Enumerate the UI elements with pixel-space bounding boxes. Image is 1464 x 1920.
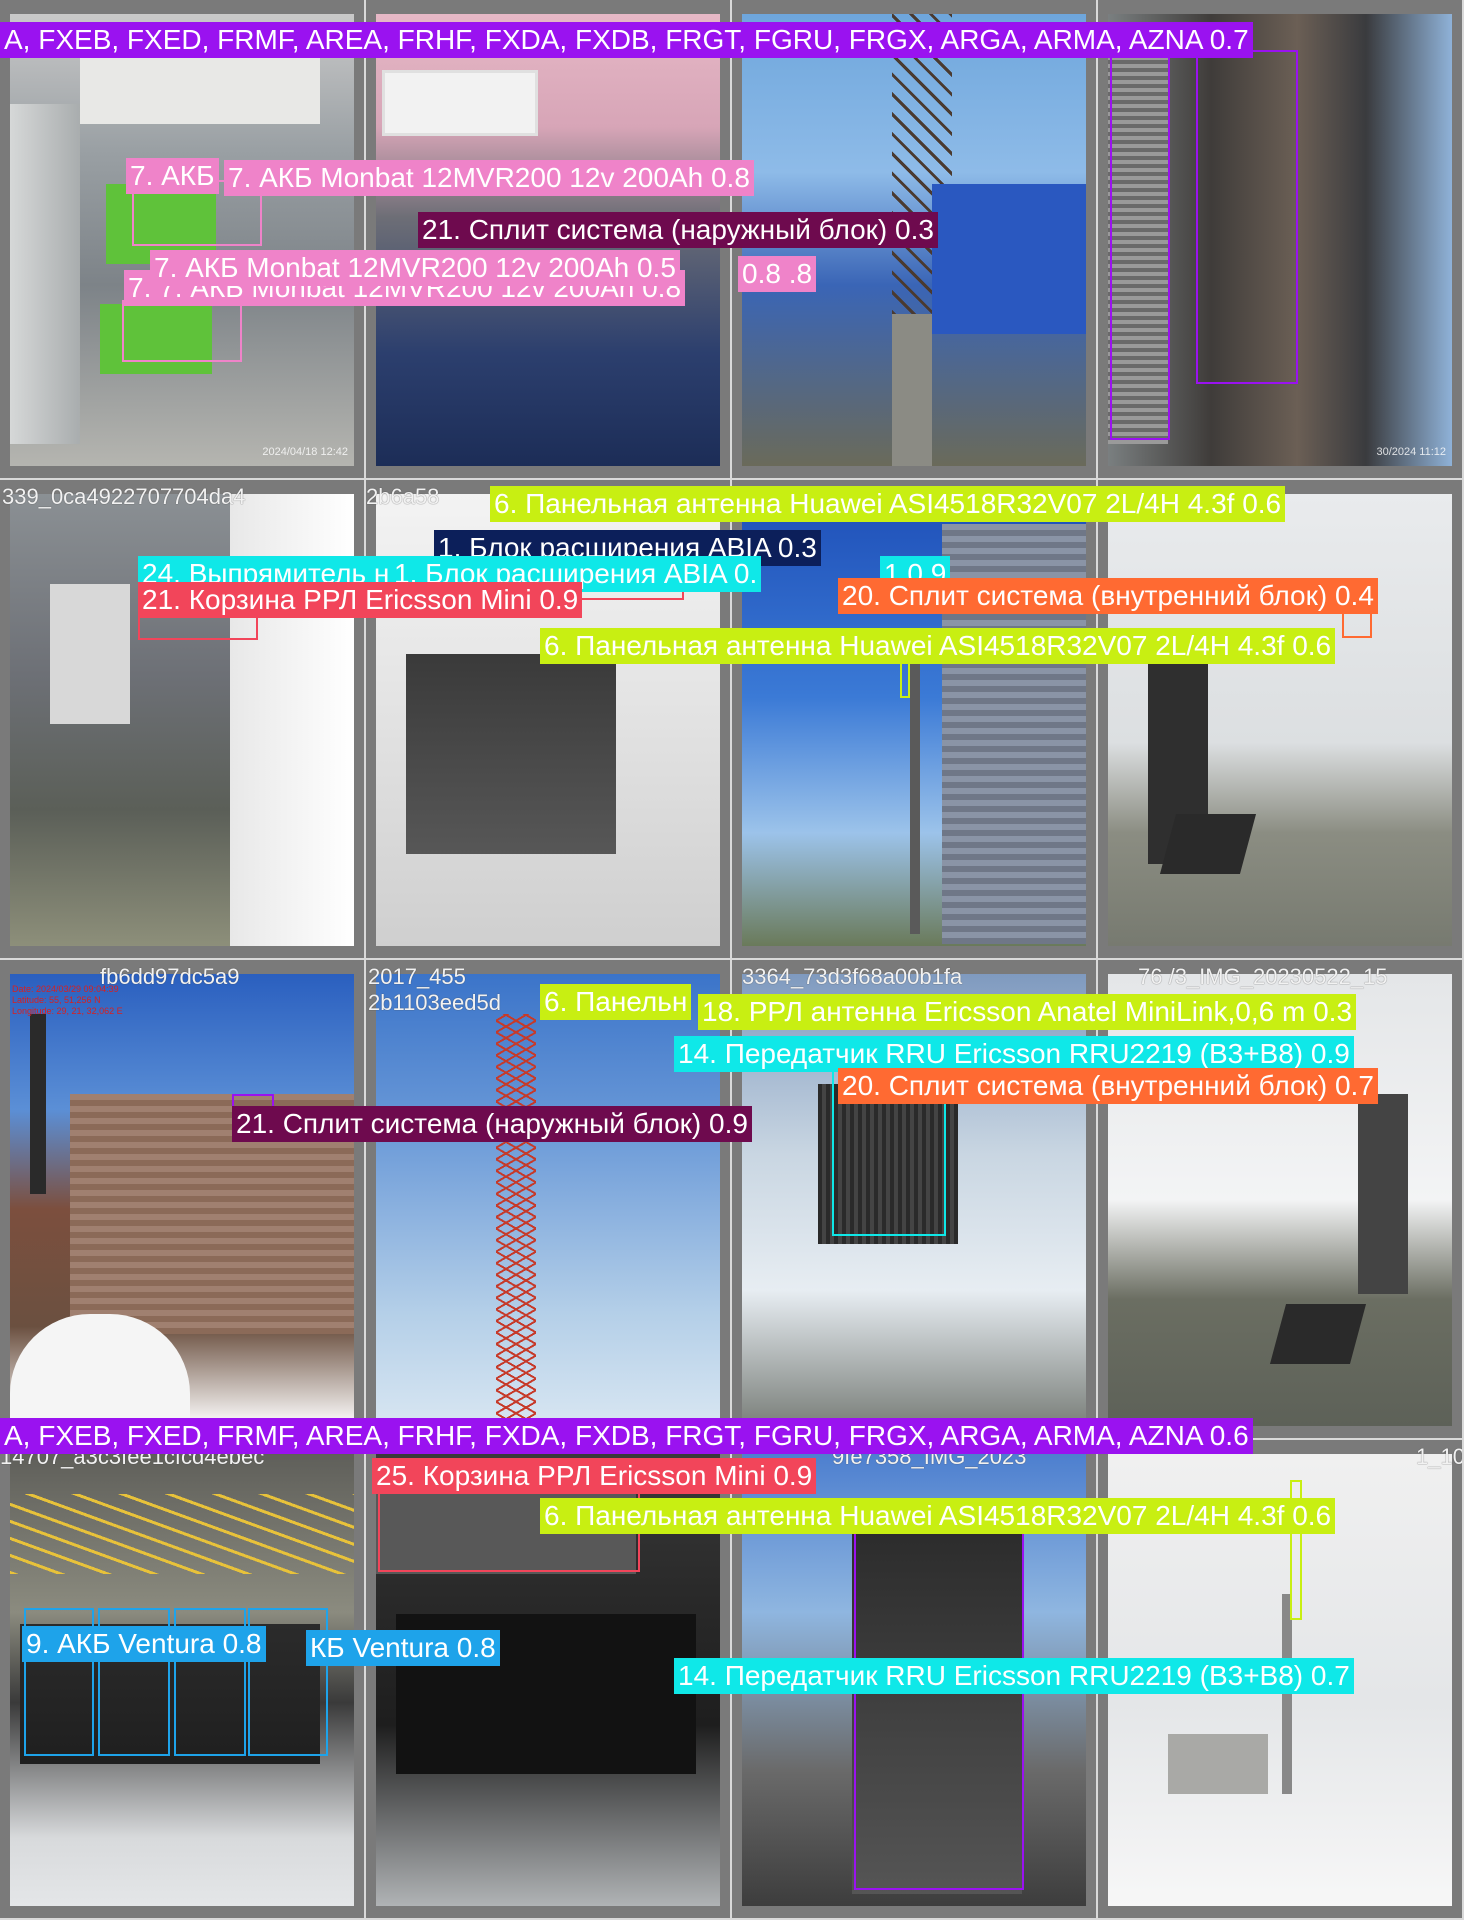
- detection-box: [854, 1500, 1024, 1890]
- antenna-pole: [1282, 1594, 1292, 1794]
- detection-label: 0.8 .8: [738, 256, 817, 292]
- detection-label: 6. Панельная антенна Huawei ASI4518R32V0…: [540, 1498, 1336, 1534]
- detection-box: [1290, 1480, 1302, 1620]
- container-unit: [1168, 1734, 1268, 1794]
- timestamp-stamp: 2024/04/18 12:42: [262, 446, 348, 458]
- battery-row-bottom: [100, 304, 212, 374]
- cell-r3c3: 3364_73d3f68a00b1fa: [732, 960, 1098, 1440]
- detection-label: 21. Корзина РРЛ Ericsson Mini 0.9: [138, 582, 583, 618]
- detection-label: 7. АКБ: [126, 158, 219, 194]
- gps-date: Date: 2024/03/29 09:04:39: [12, 984, 119, 994]
- detection-label: 20. Сплит система (внутренний блок) 0.4: [838, 578, 1378, 614]
- detection-box: [1196, 50, 1298, 384]
- timestamp-stamp: 30/2024 11:12: [1376, 446, 1446, 458]
- detection-box: [1110, 56, 1170, 440]
- gps-longitude: Longitude: 29, 21, 32,062 E: [12, 1006, 123, 1016]
- detection-label: 25. Корзина РРЛ Ericsson Mini 0.9: [372, 1458, 817, 1494]
- file-name: 2b1103eed5d: [368, 990, 501, 1015]
- detection-label: 20. Сплит система (внутренний блок) 0.7: [838, 1068, 1378, 1104]
- detection-label: 14. Передатчик RRU Ericsson RRU2219 (B3+…: [674, 1658, 1354, 1694]
- cell-r2c1: 339_0ca4922707704da4: [0, 480, 366, 960]
- detection-label: A, FXEB, FXED, FRMF, AREA, FRHF, FXDA, F…: [0, 1418, 1253, 1454]
- rru-box: [818, 1084, 958, 1244]
- cell-r3c4: 76 /3_IMG_20230522_15: [1098, 960, 1464, 1440]
- detection-box: [24, 1608, 94, 1756]
- detection-label: 14. Передатчик RRU Ericsson RRU2219 (B3+…: [674, 1036, 1354, 1072]
- car-hood: [10, 1314, 190, 1426]
- mast-equipment: [852, 1514, 1022, 1894]
- file-name: 76 /3_IMG_20230522_15: [1138, 964, 1388, 989]
- detection-label: 6. Панельная антенна Huawei ASI4518R32V0…: [540, 628, 1336, 664]
- photo-batteries-ventura: [10, 1454, 354, 1906]
- cabinet-door: [10, 104, 80, 444]
- detection-label: 21. Сплит система (наружный блок) 0.3: [418, 212, 938, 248]
- cable-tangle: [10, 1494, 354, 1574]
- detection-label: 6. Панельн: [540, 984, 692, 1020]
- lattice-tower: [496, 1014, 536, 1426]
- file-name: 1_10: [1416, 1444, 1464, 1469]
- photo-lattice-tower: [376, 974, 720, 1426]
- detection-box: [900, 658, 910, 698]
- photo-brick-building: [10, 974, 354, 1426]
- detection-label: A, FXEB, FXED, FRMF, AREA, FRHF, FXDA, F…: [0, 22, 1253, 58]
- cell-r3c2: 2017_455 2b1103eed5d: [366, 960, 732, 1440]
- detection-label: 18. РРЛ антенна Ericsson Anatel MiniLink…: [698, 994, 1357, 1030]
- rru-unit: [1108, 54, 1168, 444]
- cell-r1c1: 2024/04/18 12:42: [0, 0, 366, 480]
- gps-overlay: Date: 2024/03/29 09:04:39 Latitude: 55, …: [12, 984, 123, 1017]
- gps-latitude: Latitude: 55, 51,256 N: [12, 995, 101, 1005]
- roof-window: [382, 70, 538, 136]
- cell-r1c4: 30/2024 11:12: [1098, 0, 1464, 480]
- cell-r3c1: Date: 2024/03/29 09:04:39 Latitude: 55, …: [0, 960, 366, 1440]
- detection-label: 21. Сплит система (наружный блок) 0.9: [232, 1106, 752, 1142]
- equipment-stack: [406, 654, 616, 854]
- detection-label: 7. АКБ Monbat 12MVR200 12v 200Ah 0.8: [224, 160, 754, 196]
- breaker-panel: [50, 584, 130, 724]
- file-name: 339_0ca4922707704da4: [2, 484, 246, 509]
- detection-box: [122, 300, 242, 362]
- cell-r4c1: 14707_a3c3fee1cfcd4ebec: [0, 1440, 366, 1920]
- detection-box: [98, 1608, 170, 1756]
- detection-label: 7. АКБ Monbat 12MVR200 12v 200Ah 0.5: [150, 250, 680, 286]
- antenna-mast: [910, 644, 920, 934]
- detection-label: КБ Ventura 0.8: [306, 1630, 500, 1666]
- detection-box: [174, 1608, 246, 1756]
- chimney: [30, 1014, 46, 1194]
- floor-mat: [1159, 814, 1257, 874]
- cell-r2c4: [1098, 480, 1464, 960]
- detection-label: 6. Панельная антенна Huawei ASI4518R32V0…: [490, 486, 1286, 522]
- rack-cabinet: [1358, 1094, 1408, 1294]
- file-name: fb6dd97dc5a9: [100, 964, 240, 989]
- file-name: 3364_73d3f68a00b1fa: [742, 964, 963, 989]
- container-wall: [932, 184, 1086, 334]
- tower-post: [892, 314, 932, 466]
- photo-rack-batteries: [376, 1454, 720, 1906]
- detection-box: [248, 1608, 328, 1756]
- photo-equipment-room: [1108, 494, 1452, 946]
- detection-box: [1342, 610, 1372, 638]
- file-name: 2017_455: [368, 964, 466, 989]
- detection-label: 9. АКБ Ventura 0.8: [22, 1626, 266, 1662]
- floor-mat: [1269, 1304, 1367, 1364]
- file-name: 2b6a58: [366, 484, 440, 509]
- photo-rru-closeup: [1108, 14, 1452, 466]
